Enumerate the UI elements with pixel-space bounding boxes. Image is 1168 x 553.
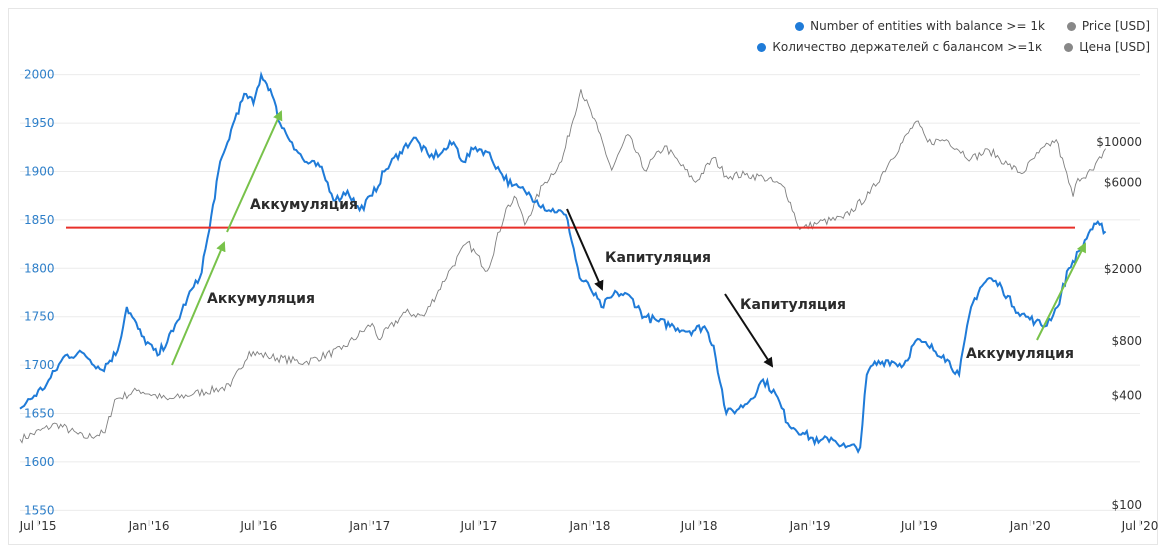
x-tick-label: Jan '20	[1009, 519, 1051, 533]
price-legend-label-ru[interactable]: Цена [USD]	[1079, 40, 1150, 54]
x-tick-label: Jan '19	[789, 519, 831, 533]
trend-arrow	[171, 241, 226, 366]
price-line	[19, 89, 1106, 444]
x-tick-label: Jul '19	[900, 519, 938, 533]
y-right-tick-label: $400	[1111, 389, 1142, 403]
price-legend-label[interactable]: Price [USD]	[1081, 19, 1150, 33]
trend-arrow	[724, 293, 774, 368]
y-right-tick-label: $6000	[1104, 175, 1142, 189]
legend-row-english: Number of entities with balance >= 1k Pr…	[795, 19, 1150, 33]
entities-legend-marker-ru	[757, 42, 767, 52]
entities-legend-label[interactable]: Number of entities with balance >= 1k	[810, 19, 1045, 33]
x-tick-label: Jan '18	[569, 519, 611, 533]
y-right-tick-label: $10000	[1096, 135, 1142, 149]
x-tick-label: Jan '17	[348, 519, 390, 533]
y-left-tick-label: 1700	[24, 358, 55, 372]
x-tick-label: Jul '15	[19, 519, 57, 533]
x-tick-label: Jul '20	[1121, 519, 1159, 533]
annotation-label: Аккумуляция	[966, 346, 1074, 362]
y-left-tick-label: 1650	[24, 407, 55, 421]
entities-legend-label-ru[interactable]: Количество держателей с балансом >=1к	[772, 40, 1043, 54]
y-left-tick-label: 1600	[24, 455, 55, 469]
annotation-label: Капитуляция	[605, 250, 711, 266]
y-left-tick-label: 1550	[24, 503, 55, 517]
annotation-label: Капитуляция	[740, 297, 846, 313]
y-left-tick-label: 1900	[24, 164, 55, 178]
annotation-label: Аккумуляция	[207, 291, 315, 307]
y-left-tick-label: 1950	[24, 116, 55, 130]
annotation-label: Аккумуляция	[250, 197, 358, 213]
trend-arrow	[1036, 242, 1086, 341]
legend-row-russian: Количество держателей с балансом >=1к Це…	[757, 40, 1150, 54]
y-left-tick-label: 2000	[24, 68, 55, 82]
y-left-tick-label: 1850	[24, 213, 55, 227]
y-right-tick-label: $100	[1111, 498, 1142, 512]
entities-line	[19, 71, 1107, 455]
y-left-tick-label: 1750	[24, 310, 55, 324]
x-tick-label: Jan '16	[128, 519, 170, 533]
y-right-tick-label: $2000	[1104, 262, 1142, 276]
x-tick-label: Jul '17	[460, 519, 498, 533]
y-left-tick-label: 1800	[24, 261, 55, 275]
x-tick-label: Jul '16	[239, 519, 277, 533]
x-tick-label: Jul '18	[680, 519, 718, 533]
price-legend-marker	[1066, 21, 1076, 31]
trend-arrow	[226, 110, 283, 233]
y-right-tick-label: $800	[1111, 334, 1142, 348]
chart-frame	[8, 8, 1158, 545]
trend-arrow	[566, 208, 604, 291]
price-legend-marker-ru	[1064, 42, 1074, 52]
entities-legend-marker	[795, 21, 805, 31]
